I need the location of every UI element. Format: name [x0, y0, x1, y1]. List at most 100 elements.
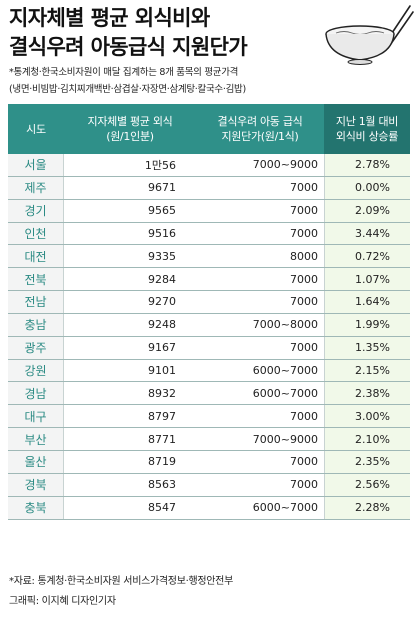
city-cell: 전북 — [8, 268, 64, 291]
table-row: 대전 9335 8000 0.72% — [8, 245, 410, 269]
increase-rate-cell: 2.15% — [324, 359, 410, 382]
avg-price-cell: 9335 — [148, 249, 176, 263]
avg-price-cell: 9284 — [148, 272, 176, 286]
increase-rate-cell: 2.38% — [324, 382, 410, 405]
subtitle-line-2: (냉면·비빔밥·김치찌개백반·삼겹살·자장면·삼계탕·칼국수·김밥) — [9, 84, 246, 95]
price-table: 시도 지자체별 평균 외식 (원/1인분) 결식우려 아동 급식 지원단가(원/… — [8, 104, 410, 520]
avg-price-cell: 9270 — [148, 295, 176, 309]
increase-rate-cell: 3.44% — [324, 222, 410, 245]
support-rate-cell: 7000 — [290, 204, 318, 218]
city-cell: 경북 — [8, 473, 64, 496]
avg-price-cell: 9101 — [148, 364, 176, 378]
increase-rate-cell: 2.28% — [324, 496, 410, 519]
support-rate-cell: 7000~9000 — [252, 158, 318, 172]
avg-price-cell: 9248 — [148, 318, 176, 332]
support-rate-cell: 8000 — [290, 249, 318, 263]
support-rate-cell: 7000 — [290, 295, 318, 309]
increase-rate-cell: 0.72% — [324, 245, 410, 268]
subtitle-line-1: *통계청·한국소비자원이 매달 집계하는 8개 품목의 평균가격 — [9, 67, 239, 78]
increase-rate-cell: 1.07% — [324, 268, 410, 291]
table-row: 전남 9270 7000 1.64% — [8, 291, 410, 314]
city-cell: 부산 — [8, 428, 64, 450]
avg-price-cell: 9167 — [148, 341, 176, 355]
table-header: 시도 지자체별 평균 외식 (원/1인분) 결식우려 아동 급식 지원단가(원/… — [8, 104, 410, 154]
footer: *자료: 통계청·한국소비자원 서비스가격정보·행정안전부 그래픽: 이지혜 디… — [9, 572, 233, 612]
table-row: 충남 9248 7000~8000 1.99% — [8, 313, 410, 337]
city-cell: 강원 — [8, 359, 64, 382]
header-support-rate-line-1: 결식우려 아동 급식 — [217, 115, 303, 128]
support-rate-cell: 7000 — [290, 478, 318, 492]
city-cell: 대구 — [8, 405, 64, 428]
header-avg-price: 지자체별 평균 외식 (원/1인분) — [64, 104, 196, 154]
increase-rate-cell: 2.10% — [324, 428, 410, 450]
increase-rate-cell: 1.35% — [324, 336, 410, 359]
increase-rate-cell: 1.99% — [324, 313, 410, 336]
city-cell: 서울 — [8, 154, 64, 176]
table-row: 제주 9671 7000 0.00% — [8, 176, 410, 200]
graphic-credit: 그래픽: 이지혜 디자인기자 — [9, 596, 116, 607]
header-city: 시도 — [26, 122, 46, 136]
header-increase-rate: 지난 1월 대비 외식비 상승률 — [324, 104, 410, 154]
table-row: 부산 8771 7000~9000 2.10% — [8, 428, 410, 451]
table-row: 인천 9516 7000 3.44% — [8, 222, 410, 246]
increase-rate-cell: 0.00% — [324, 176, 410, 199]
avg-price-cell: 8719 — [148, 455, 176, 469]
avg-price-cell: 8771 — [148, 432, 176, 446]
city-cell: 전남 — [8, 291, 64, 313]
city-cell: 울산 — [8, 450, 64, 473]
city-cell: 제주 — [8, 176, 64, 199]
title-line-1: 지자체별 평균 외식비와 — [9, 6, 210, 30]
increase-rate-cell: 2.78% — [324, 154, 410, 176]
avg-price-cell: 9671 — [148, 181, 176, 195]
header-avg-price-line-1: 지자체별 평균 외식 — [87, 115, 173, 128]
table-row: 전북 9284 7000 1.07% — [8, 268, 410, 292]
support-rate-cell: 7000 — [290, 272, 318, 286]
increase-rate-cell: 2.09% — [324, 199, 410, 222]
support-rate-cell: 7000~8000 — [252, 318, 318, 332]
header-avg-price-line-2: (원/1인분) — [106, 130, 154, 143]
avg-price-cell: 9565 — [148, 204, 176, 218]
avg-price-cell: 8547 — [148, 501, 176, 515]
header-support-rate: 결식우려 아동 급식 지원단가(원/1식) — [196, 104, 324, 154]
support-rate-cell: 7000~9000 — [252, 432, 318, 446]
support-rate-cell: 7000 — [290, 226, 318, 240]
table-row: 충북 8547 6000~7000 2.28% — [8, 496, 410, 520]
support-rate-cell: 7000 — [290, 455, 318, 469]
city-cell: 광주 — [8, 336, 64, 359]
increase-rate-cell: 3.00% — [324, 405, 410, 428]
city-cell: 인천 — [8, 222, 64, 245]
title-line-2: 결식우려 아동급식 지원단가 — [9, 35, 248, 59]
city-cell: 충북 — [8, 496, 64, 519]
city-cell: 경기 — [8, 199, 64, 222]
city-cell: 경남 — [8, 382, 64, 405]
support-rate-cell: 7000 — [290, 409, 318, 423]
table-row: 서울 1만56 7000~9000 2.78% — [8, 154, 410, 177]
table-row: 경남 8932 6000~7000 2.38% — [8, 382, 410, 406]
city-cell: 충남 — [8, 313, 64, 336]
header-increase-rate-line-2: 외식비 상승률 — [335, 130, 399, 143]
noodle-bowl-icon — [325, 5, 414, 65]
support-rate-cell: 6000~7000 — [252, 386, 318, 400]
increase-rate-cell: 2.56% — [324, 473, 410, 496]
city-cell: 대전 — [8, 245, 64, 268]
subtitle: *통계청·한국소비자원이 매달 집계하는 8개 품목의 평균가격 (냉면·비빔밥… — [9, 64, 246, 98]
header-increase-rate-line-1: 지난 1월 대비 — [335, 115, 399, 128]
increase-rate-cell: 1.64% — [324, 291, 410, 313]
header-support-rate-line-2: 지원단가(원/1식) — [221, 130, 299, 143]
source-note: *자료: 통계청·한국소비자원 서비스가격정보·행정안전부 — [9, 576, 233, 587]
support-rate-cell: 6000~7000 — [252, 501, 318, 515]
table-row: 울산 8719 7000 2.35% — [8, 450, 410, 474]
table-row: 대구 8797 7000 3.00% — [8, 405, 410, 429]
increase-rate-cell: 2.35% — [324, 450, 410, 473]
table-row: 광주 9167 7000 1.35% — [8, 336, 410, 360]
table-row: 경기 9565 7000 2.09% — [8, 199, 410, 223]
avg-price-cell: 8932 — [148, 386, 176, 400]
infographic-title: 지자체별 평균 외식비와 결식우려 아동급식 지원단가 — [9, 4, 248, 62]
avg-price-cell: 8797 — [148, 409, 176, 423]
table-row: 강원 9101 6000~7000 2.15% — [8, 359, 410, 383]
support-rate-cell: 6000~7000 — [252, 364, 318, 378]
support-rate-cell: 7000 — [290, 181, 318, 195]
avg-price-cell: 1만56 — [144, 158, 176, 172]
table-body: 서울 1만56 7000~9000 2.78% 제주 9671 7000 0.00% 경기 956… — [8, 154, 410, 520]
support-rate-cell: 7000 — [290, 341, 318, 355]
